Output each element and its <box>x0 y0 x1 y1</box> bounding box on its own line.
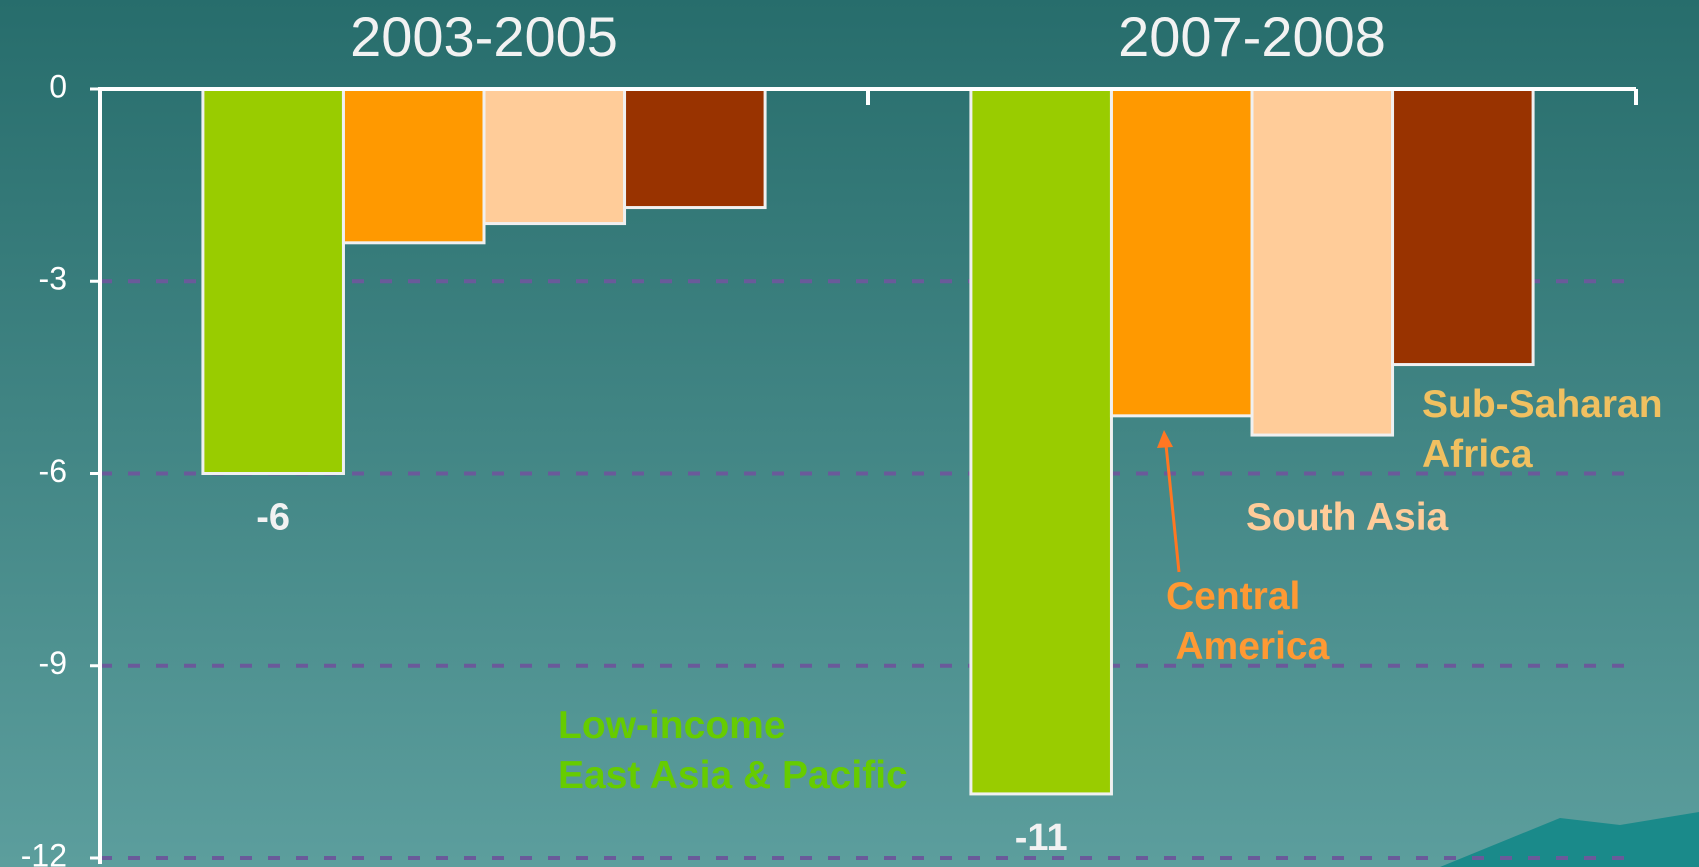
y-tick-label: 0 <box>49 68 67 104</box>
bar <box>1252 89 1393 435</box>
category-label: 2007-2008 <box>1118 5 1386 68</box>
y-tick-label: -12 <box>21 837 67 867</box>
bar <box>971 89 1112 794</box>
bar <box>625 89 766 208</box>
bar <box>484 89 625 224</box>
legend-label: South Asia <box>1246 496 1449 539</box>
y-tick-label: -6 <box>39 453 67 489</box>
bar <box>343 89 484 243</box>
y-tick-label: -3 <box>39 261 67 297</box>
value-label: -6 <box>256 497 290 539</box>
value-label: -11 <box>1015 817 1068 859</box>
y-tick-label: -9 <box>39 645 67 681</box>
chart: 0-3-6-9-122003-2005-62007-2008-11Low-inc… <box>0 0 1699 867</box>
bar <box>203 89 344 474</box>
bar <box>1111 89 1252 416</box>
category-label: 2003-2005 <box>350 5 618 68</box>
page: 0-3-6-9-122003-2005-62007-2008-11Low-inc… <box>0 0 1699 867</box>
bar <box>1393 89 1534 365</box>
